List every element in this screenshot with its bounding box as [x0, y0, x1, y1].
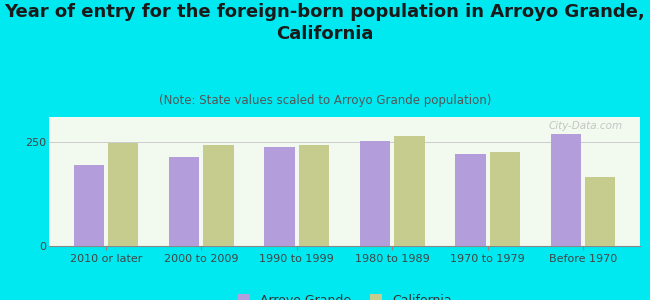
Text: (Note: State values scaled to Arroyo Grande population): (Note: State values scaled to Arroyo Gra… [159, 94, 491, 107]
Bar [489, 152, 520, 246]
Bar [455, 154, 486, 246]
Bar [394, 136, 424, 246]
Bar [169, 157, 200, 246]
Text: City-Data.com: City-Data.com [549, 121, 623, 131]
Bar [265, 147, 295, 246]
Bar [203, 145, 234, 246]
Bar [359, 141, 390, 246]
Text: Year of entry for the foreign-born population in Arroyo Grande,
California: Year of entry for the foreign-born popul… [5, 3, 645, 43]
Legend: Arroyo Grande, California: Arroyo Grande, California [237, 294, 452, 300]
Bar [585, 177, 616, 246]
Bar [551, 134, 581, 246]
Bar [299, 145, 330, 246]
Bar [108, 143, 138, 246]
Bar [73, 165, 104, 246]
